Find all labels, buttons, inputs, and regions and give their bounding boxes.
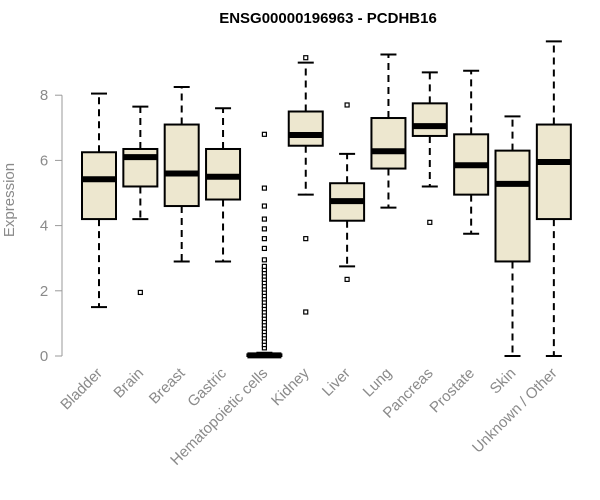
- outlier-point: [261, 236, 267, 242]
- outlier-point: [261, 216, 267, 222]
- outlier-point: [344, 102, 350, 108]
- box-iqr: [370, 117, 407, 170]
- x-tick-label: Breast: [146, 364, 189, 407]
- outlier-point: [261, 203, 267, 209]
- y-tick-label: 0: [40, 348, 48, 365]
- outlier-point: [261, 185, 267, 191]
- outlier-point: [261, 226, 267, 232]
- outlier-point: [303, 236, 309, 242]
- x-tick-label: Skin: [487, 365, 520, 398]
- box-iqr: [163, 123, 200, 208]
- outlier-point: [303, 309, 309, 315]
- box-iqr: [81, 151, 117, 221]
- x-tick-label: Prostate: [426, 365, 478, 417]
- y-axis-label: Expression: [1, 163, 18, 237]
- y-tick-label: 8: [40, 87, 48, 104]
- box-liver: [329, 102, 366, 282]
- box-pancreas: [411, 71, 448, 225]
- box-iqr: [494, 149, 531, 263]
- box-brain: [122, 105, 159, 296]
- outlier-point: [261, 131, 267, 137]
- box-gastric: [205, 107, 242, 263]
- box-lung: [370, 53, 407, 209]
- box-kidney: [287, 55, 324, 315]
- outlier-point: [344, 276, 350, 282]
- chart-title: ENSG00000196963 - PCDHB16: [219, 10, 437, 27]
- boxes-group: [81, 40, 572, 359]
- y-axis: 0 2 4 6 8: [40, 87, 63, 365]
- box-unknown-other: [535, 40, 572, 357]
- y-tick-label: 6: [40, 152, 48, 169]
- x-tick-label: Bladder: [57, 365, 106, 414]
- x-tick-label: Brain: [110, 365, 147, 402]
- outlier-point: [427, 219, 433, 225]
- y-tick-label: 4: [40, 218, 48, 235]
- box-iqr: [535, 123, 572, 221]
- outlier-point: [261, 263, 267, 269]
- y-tick-label: 2: [40, 283, 48, 300]
- box-prostate: [453, 69, 490, 235]
- outlier-point: [261, 257, 267, 263]
- outlier-point: [303, 55, 309, 61]
- box-skin: [494, 115, 531, 357]
- outlier-point: [137, 289, 143, 296]
- x-tick-label: Lung: [360, 365, 396, 401]
- box-iqr: [411, 102, 448, 137]
- box-bladder: [81, 92, 117, 309]
- box-iqr: [287, 110, 324, 147]
- x-tick-label: Liver: [319, 365, 354, 400]
- outlier-point: [261, 245, 267, 252]
- x-tick-label: Kidney: [268, 364, 313, 409]
- box-hematopoietic-cells: [246, 131, 283, 359]
- box-breast: [163, 86, 200, 263]
